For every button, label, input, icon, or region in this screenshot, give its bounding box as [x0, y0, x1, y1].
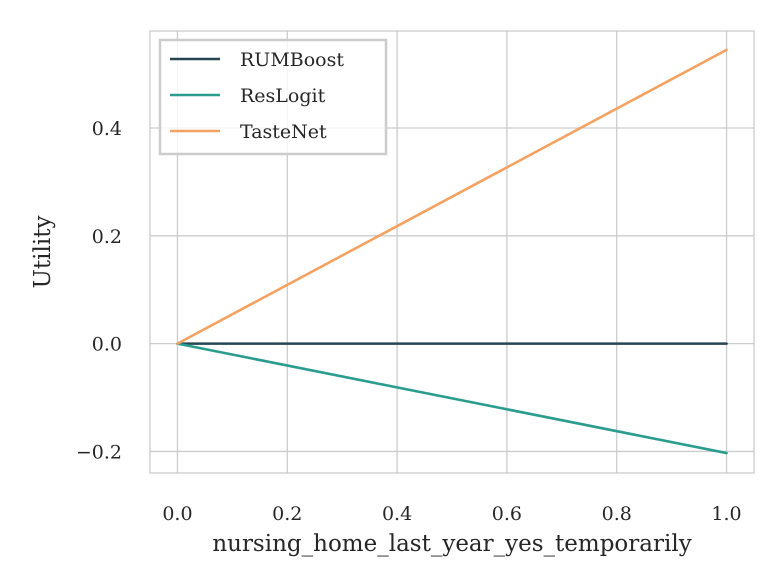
x-tick-label: 0.8: [602, 503, 632, 525]
x-tick-label: 0.0: [162, 503, 192, 525]
y-tick-labels: −0.2 0.0 0.2 0.4: [76, 118, 122, 463]
series-line-reslogit: [176, 342, 728, 455]
legend-label-reslogit: ResLogit: [240, 85, 326, 107]
y-axis-label: Utility: [30, 216, 56, 289]
legend-label-rumboost: RUMBoost: [240, 49, 344, 71]
legend-label-tastenet: TasteNet: [240, 121, 327, 143]
series-line-tastenet: [176, 48, 728, 345]
y-tick-label: −0.2: [76, 441, 122, 463]
plot-frame: [149, 30, 755, 474]
x-axis-label: nursing_home_last_year_yes_temporarily: [212, 531, 691, 557]
x-tick-label: 0.2: [272, 503, 302, 525]
legend: RUMBoost ResLogit TasteNet: [158, 38, 388, 156]
y-tick-label: 0.4: [92, 118, 122, 140]
y-tick-label: 0.0: [92, 334, 122, 356]
series-group: [176, 48, 728, 455]
x-tick-label: 0.6: [492, 503, 522, 525]
y-tick-label: 0.2: [92, 226, 122, 248]
x-tick-labels: 0.0 0.2 0.4 0.6 0.8 1.0: [162, 503, 741, 525]
x-tick-label: 1.0: [711, 503, 741, 525]
legend-items: RUMBoost ResLogit TasteNet: [170, 49, 344, 143]
x-tick-label: 0.4: [382, 503, 412, 525]
